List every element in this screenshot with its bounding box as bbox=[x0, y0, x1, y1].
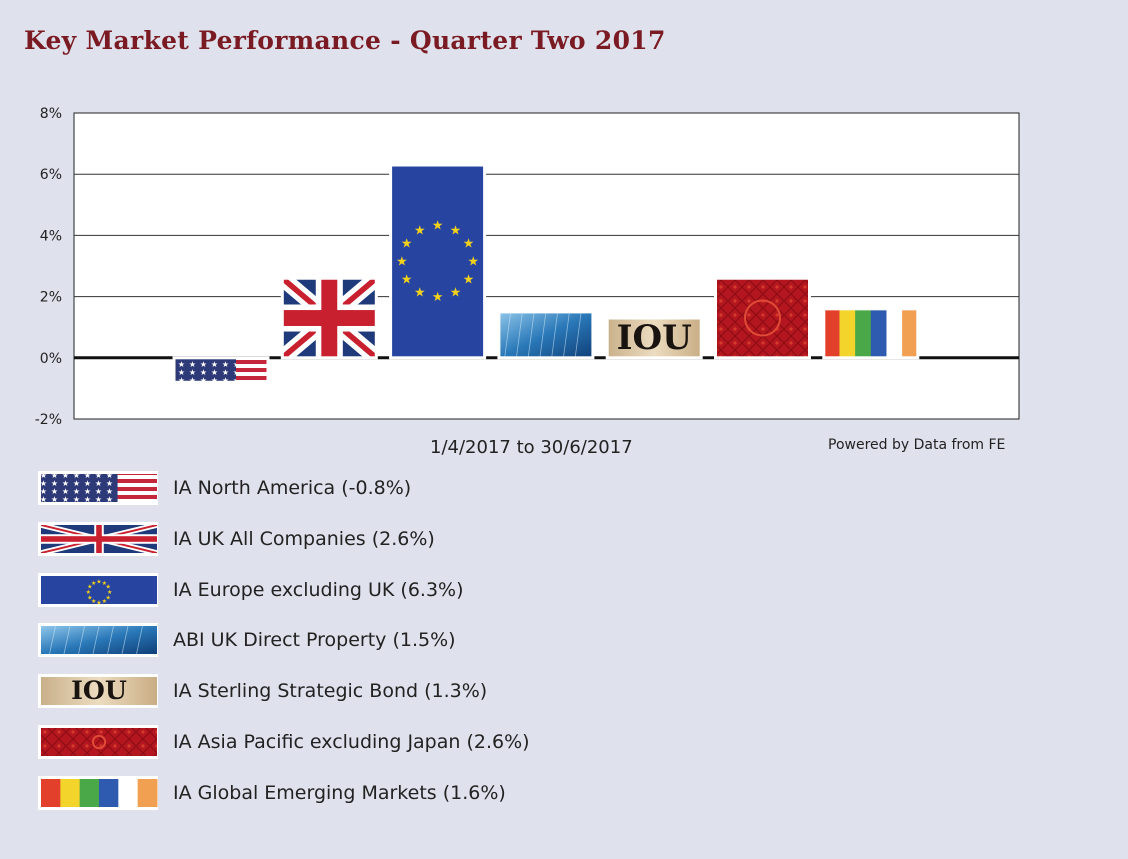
svg-text:★: ★ bbox=[87, 594, 92, 601]
legend-label: IA Sterling Strategic Bond (1.3%) bbox=[173, 680, 488, 703]
svg-text:★: ★ bbox=[463, 272, 475, 287]
y-tick-label: -2% bbox=[35, 412, 62, 428]
svg-text:★: ★ bbox=[396, 254, 408, 269]
rainbow-stripes-icon bbox=[38, 775, 158, 810]
svg-text:★: ★ bbox=[107, 589, 112, 596]
iou-label: IOU bbox=[617, 318, 692, 358]
legend-item: IOU IA Sterling Strategic Bond (1.3%) bbox=[38, 673, 738, 709]
svg-text:★: ★ bbox=[106, 594, 111, 601]
svg-text:★: ★ bbox=[102, 579, 107, 586]
svg-text:★: ★ bbox=[87, 583, 92, 590]
svg-text:★: ★ bbox=[450, 285, 462, 300]
y-tick-label: 4% bbox=[40, 228, 62, 244]
glass-building-icon bbox=[38, 623, 158, 658]
chinese-pattern-icon bbox=[38, 725, 158, 759]
svg-text:★: ★ bbox=[96, 599, 101, 606]
legend-label: IA Europe excluding UK (6.3%) bbox=[173, 578, 464, 601]
legend-item: IA Global Emerging Markets (1.6%) bbox=[38, 775, 738, 811]
eu-flag-icon: ★ ★★★★★★★★★★★ bbox=[38, 572, 158, 607]
bar-iou-note: IOU bbox=[605, 316, 703, 360]
svg-text:★: ★ bbox=[102, 598, 107, 605]
y-tick-label: 2% bbox=[40, 290, 62, 306]
svg-text:★: ★ bbox=[91, 598, 96, 605]
svg-text:★: ★ bbox=[432, 290, 444, 305]
x-axis-label: 1/4/2017 to 30/6/2017 bbox=[430, 437, 633, 458]
bar-rainbow-stripes bbox=[822, 307, 920, 360]
legend-label: IA Global Emerging Markets (1.6%) bbox=[173, 781, 506, 804]
bar-us-flag bbox=[172, 356, 270, 384]
legend-label: IA Asia Pacific excluding Japan (2.6%) bbox=[173, 731, 530, 753]
bar-eu-flag: ★ ★★★★★★★★★★★ bbox=[389, 163, 487, 360]
bar-uk-flag bbox=[280, 276, 378, 360]
legend-item: IA Asia Pacific excluding Japan (2.6%) bbox=[38, 724, 738, 760]
y-tick-label: 8% bbox=[40, 106, 62, 122]
svg-text:★: ★ bbox=[414, 285, 426, 300]
chart-title: Key Market Performance - Quarter Two 201… bbox=[24, 26, 666, 55]
legend-item: ★ ★ ★ ★ ★ ★ ★ ★ ★ ★ ★ ★ IA Europe excluding UK (6.3%… bbox=[38, 572, 738, 608]
bar-glass-building bbox=[497, 310, 595, 360]
legend-label: IA UK All Companies (2.6%) bbox=[173, 527, 435, 550]
y-tick-label: 6% bbox=[40, 167, 62, 183]
source-note: Powered by Data from FE bbox=[828, 437, 1006, 453]
bar-chinese-pattern bbox=[714, 276, 811, 360]
us-flag-icon bbox=[38, 471, 158, 505]
svg-text:★: ★ bbox=[106, 583, 111, 590]
iou-label: IOU bbox=[71, 675, 127, 705]
legend-item: IA North America (-0.8%) bbox=[38, 470, 738, 506]
svg-text:★: ★ bbox=[401, 272, 413, 287]
legend-item: IA UK All Companies (2.6%) bbox=[38, 521, 738, 557]
uk-flag-icon bbox=[38, 521, 158, 556]
svg-text:★: ★ bbox=[463, 237, 475, 252]
iou-note-icon: IOU bbox=[38, 674, 158, 709]
svg-text:★: ★ bbox=[91, 579, 96, 586]
svg-text:★: ★ bbox=[414, 223, 426, 238]
svg-text:★: ★ bbox=[468, 254, 480, 269]
svg-text:★: ★ bbox=[96, 578, 101, 585]
svg-text:★: ★ bbox=[401, 237, 413, 252]
y-tick-label: 0% bbox=[40, 351, 62, 367]
svg-text:★: ★ bbox=[432, 219, 444, 234]
bar-chart: ★ ★★★★★★★★★★★★ IOU 8% 6% 4% 2% 0% -2% bbox=[35, 106, 1020, 428]
legend-label: ABI UK Direct Property (1.5%) bbox=[173, 629, 456, 652]
legend-item: ABI UK Direct Property (1.5%) bbox=[38, 622, 738, 658]
svg-text:★: ★ bbox=[86, 589, 91, 596]
svg-text:★: ★ bbox=[450, 223, 462, 238]
legend-label: IA North America (-0.8%) bbox=[173, 477, 412, 499]
